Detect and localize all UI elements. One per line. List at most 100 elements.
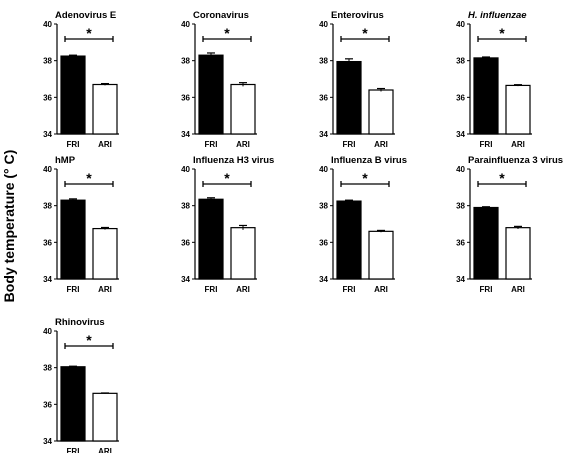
y-tick-label: 40: [319, 165, 328, 174]
y-tick-label: 40: [456, 165, 465, 174]
x-tick-label: ARI: [511, 140, 525, 149]
bar-fri: [198, 198, 224, 280]
x-tick-label: FRI: [67, 447, 80, 453]
chart-panel: Parainfluenza 3 virus 34 36 38 40 FRI ARI *: [456, 155, 563, 294]
y-tick-label: 40: [319, 20, 328, 29]
bar-ari: [230, 227, 256, 280]
bar-ari: [92, 392, 118, 442]
y-tick-label: 38: [43, 364, 52, 373]
chart-panel: hMP 34 36 38 40 FRI ARI *: [43, 155, 119, 294]
panel-title: hMP: [55, 155, 76, 166]
bar-ari: [92, 227, 118, 280]
x-tick-label: ARI: [98, 447, 112, 453]
bar-fri: [473, 206, 499, 280]
y-tick-label: 38: [43, 202, 52, 211]
chart-panel: Influenza B virus 34 36 38 40 FRI ARI *: [319, 155, 407, 294]
x-tick-label: FRI: [343, 140, 356, 149]
significance-star: *: [86, 170, 92, 186]
y-tick-label: 40: [181, 20, 190, 29]
y-tick-label: 36: [181, 93, 190, 102]
bar-ari: [505, 227, 531, 280]
x-tick-label: FRI: [205, 140, 218, 149]
x-tick-label: FRI: [343, 285, 356, 294]
y-tick-label: 38: [319, 202, 328, 211]
panel-title: Enterovirus: [331, 10, 384, 21]
y-tick-label: 36: [43, 93, 52, 102]
significance-star: *: [86, 332, 92, 348]
panel-title: Parainfluenza 3 virus: [468, 155, 563, 166]
bar-fri: [60, 55, 86, 135]
significance-star: *: [362, 170, 368, 186]
bar-fri: [60, 366, 86, 442]
y-tick-label: 34: [319, 275, 328, 284]
y-tick-label: 34: [43, 437, 52, 446]
panel-title: Influenza H3 virus: [193, 155, 274, 166]
y-tick-label: 38: [319, 57, 328, 66]
bar-ari: [368, 230, 394, 280]
y-tick-label: 40: [43, 327, 52, 336]
bar-ari: [92, 83, 118, 135]
x-tick-label: ARI: [374, 140, 388, 149]
significance-star: *: [499, 170, 505, 186]
y-tick-label: 36: [319, 238, 328, 247]
panel-title: Adenovirus E: [55, 10, 116, 21]
y-tick-label: 34: [456, 275, 465, 284]
y-tick-label: 34: [181, 130, 190, 139]
chart-panel: Enterovirus 34 36 38 40 FRI ARI *: [319, 10, 395, 149]
y-tick-label: 40: [456, 20, 465, 29]
significance-star: *: [86, 25, 92, 41]
bar-fri: [473, 57, 499, 135]
y-tick-label: 36: [456, 93, 465, 102]
x-tick-label: ARI: [374, 285, 388, 294]
y-tick-label: 34: [456, 130, 465, 139]
significance-star: *: [224, 25, 230, 41]
y-tick-label: 36: [181, 238, 190, 247]
x-tick-label: ARI: [98, 140, 112, 149]
chart-panel: Adenovirus E 34 36 38 40 FRI ARI *: [43, 10, 119, 149]
panels: Adenovirus E 34 36 38 40 FRI ARI * Coronavirus 34…: [43, 10, 563, 453]
significance-star: *: [362, 25, 368, 41]
panel-title: H. influenzae: [468, 10, 527, 21]
bar-fri: [198, 54, 224, 135]
y-tick-label: 38: [43, 57, 52, 66]
bar-ari: [230, 83, 256, 135]
x-tick-label: ARI: [511, 285, 525, 294]
x-tick-label: FRI: [480, 140, 493, 149]
y-tick-label: 36: [43, 238, 52, 247]
y-tick-label: 40: [181, 165, 190, 174]
x-tick-label: FRI: [67, 140, 80, 149]
panel-title: Coronavirus: [193, 10, 249, 21]
bar-fri: [60, 199, 86, 280]
y-tick-label: 34: [181, 275, 190, 284]
y-tick-label: 38: [456, 202, 465, 211]
y-tick-label: 34: [43, 275, 52, 284]
panel-title: Influenza B virus: [331, 155, 407, 166]
bar-ari: [505, 84, 531, 135]
y-tick-label: 36: [319, 93, 328, 102]
x-tick-label: ARI: [236, 140, 250, 149]
y-tick-label: 36: [456, 238, 465, 247]
y-tick-label: 38: [181, 202, 190, 211]
chart-panel: H. influenzae 34 36 38 40 FRI ARI *: [456, 10, 532, 149]
y-tick-label: 36: [43, 400, 52, 409]
x-tick-label: FRI: [205, 285, 218, 294]
x-tick-label: FRI: [480, 285, 493, 294]
y-tick-label: 38: [181, 57, 190, 66]
panel-title: Rhinovirus: [55, 317, 105, 328]
y-tick-label: 34: [43, 130, 52, 139]
bar-fri: [336, 60, 362, 135]
x-tick-label: FRI: [67, 285, 80, 294]
bar-ari: [368, 89, 394, 135]
chart-panel: Influenza H3 virus 34 36 38 40 FRI ARI *: [181, 155, 274, 294]
y-tick-label: 40: [43, 20, 52, 29]
chart-panel: Rhinovirus 34 36 38 40 FRI ARI *: [43, 317, 119, 453]
significance-star: *: [224, 170, 230, 186]
significance-star: *: [499, 25, 505, 41]
x-tick-label: ARI: [98, 285, 112, 294]
y-tick-label: 34: [319, 130, 328, 139]
x-tick-label: ARI: [236, 285, 250, 294]
y-tick-label: 40: [43, 165, 52, 174]
y-axis-label: Body temperature (° C): [1, 150, 17, 303]
y-tick-label: 38: [456, 57, 465, 66]
